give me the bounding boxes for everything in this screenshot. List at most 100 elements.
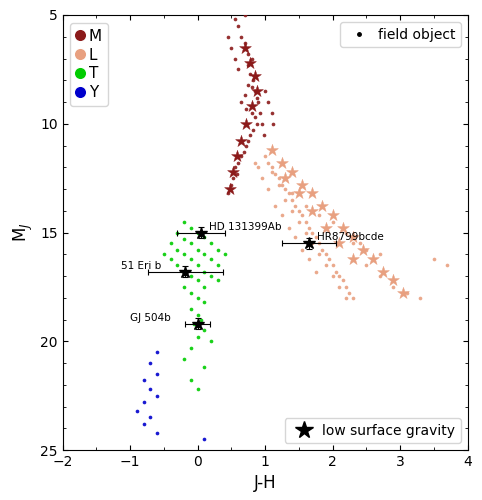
Point (187, 254, 195, 262)
Point (244, 137, 252, 145)
Point (187, 376, 195, 384)
Point (194, 261, 201, 269)
Point (187, 240, 195, 248)
Point (229, 168, 237, 175)
Point (349, 233, 357, 241)
Point (308, 228, 316, 236)
Point (308, 240, 316, 248)
Point (244, 50, 252, 58)
Point (308, 207, 316, 215)
Point (197, 316, 205, 324)
Point (315, 250, 323, 258)
Point (329, 272, 336, 280)
Text: HR8799bcde: HR8799bcde (317, 232, 384, 242)
Point (153, 428, 161, 436)
Point (261, 87, 269, 95)
Point (260, 130, 268, 138)
Point (194, 228, 201, 236)
Point (246, 130, 254, 138)
Point (335, 240, 343, 248)
Point (201, 298, 208, 306)
Point (339, 276, 347, 284)
Point (174, 261, 181, 269)
Point (342, 294, 350, 302)
Point (400, 290, 407, 298)
Point (224, 190, 232, 198)
Point (416, 294, 424, 302)
Point (140, 420, 147, 428)
Point (180, 218, 188, 226)
Point (153, 370, 161, 378)
Point (180, 235, 188, 243)
Point (322, 250, 330, 258)
Point (251, 113, 259, 121)
Point (281, 174, 289, 182)
Point (342, 228, 350, 236)
Point (180, 268, 188, 276)
Point (233, 170, 241, 178)
Point (305, 224, 313, 232)
Point (248, 54, 255, 62)
Point (187, 304, 195, 312)
Point (201, 435, 208, 443)
Point (268, 163, 276, 171)
Y-axis label: M$_J$: M$_J$ (12, 222, 35, 242)
Point (258, 120, 266, 128)
Point (288, 168, 296, 175)
Point (295, 207, 303, 215)
Point (147, 359, 154, 367)
Point (251, 159, 259, 167)
Point (379, 268, 387, 276)
Point (349, 254, 357, 262)
Point (244, 80, 252, 88)
Point (376, 250, 384, 258)
Point (295, 190, 303, 198)
Point (238, 137, 245, 145)
Point (248, 109, 255, 117)
Point (278, 159, 286, 167)
Point (298, 246, 306, 254)
Point (233, 152, 241, 160)
Point (242, 120, 250, 128)
Point (254, 98, 262, 106)
Point (265, 98, 272, 106)
Point (265, 159, 272, 167)
Point (241, 44, 249, 52)
Point (231, 16, 239, 24)
Point (256, 109, 264, 117)
Text: HD 131399Ab: HD 131399Ab (209, 222, 281, 232)
Point (281, 185, 289, 193)
Point (389, 276, 397, 284)
Point (268, 109, 276, 117)
Point (238, 98, 245, 106)
Point (221, 250, 228, 258)
Point (430, 254, 438, 262)
Point (140, 376, 147, 384)
Point (187, 344, 195, 352)
Point (249, 76, 257, 84)
Point (194, 311, 201, 319)
Point (302, 228, 309, 236)
Point (160, 250, 168, 258)
Point (329, 211, 336, 219)
Point (246, 70, 254, 78)
Point (285, 190, 293, 198)
Legend: low surface gravity: low surface gravity (284, 418, 461, 443)
Point (153, 392, 161, 400)
Point (180, 283, 188, 291)
Point (190, 320, 198, 328)
Point (335, 283, 343, 291)
Point (362, 261, 370, 269)
Point (194, 246, 201, 254)
Point (302, 202, 309, 210)
Point (201, 283, 208, 291)
Point (187, 224, 195, 232)
Point (147, 414, 154, 422)
Point (180, 354, 188, 362)
Point (278, 211, 286, 219)
Point (246, 59, 254, 67)
Point (229, 174, 237, 182)
Point (278, 180, 286, 188)
Point (342, 283, 350, 291)
Point (325, 254, 333, 262)
